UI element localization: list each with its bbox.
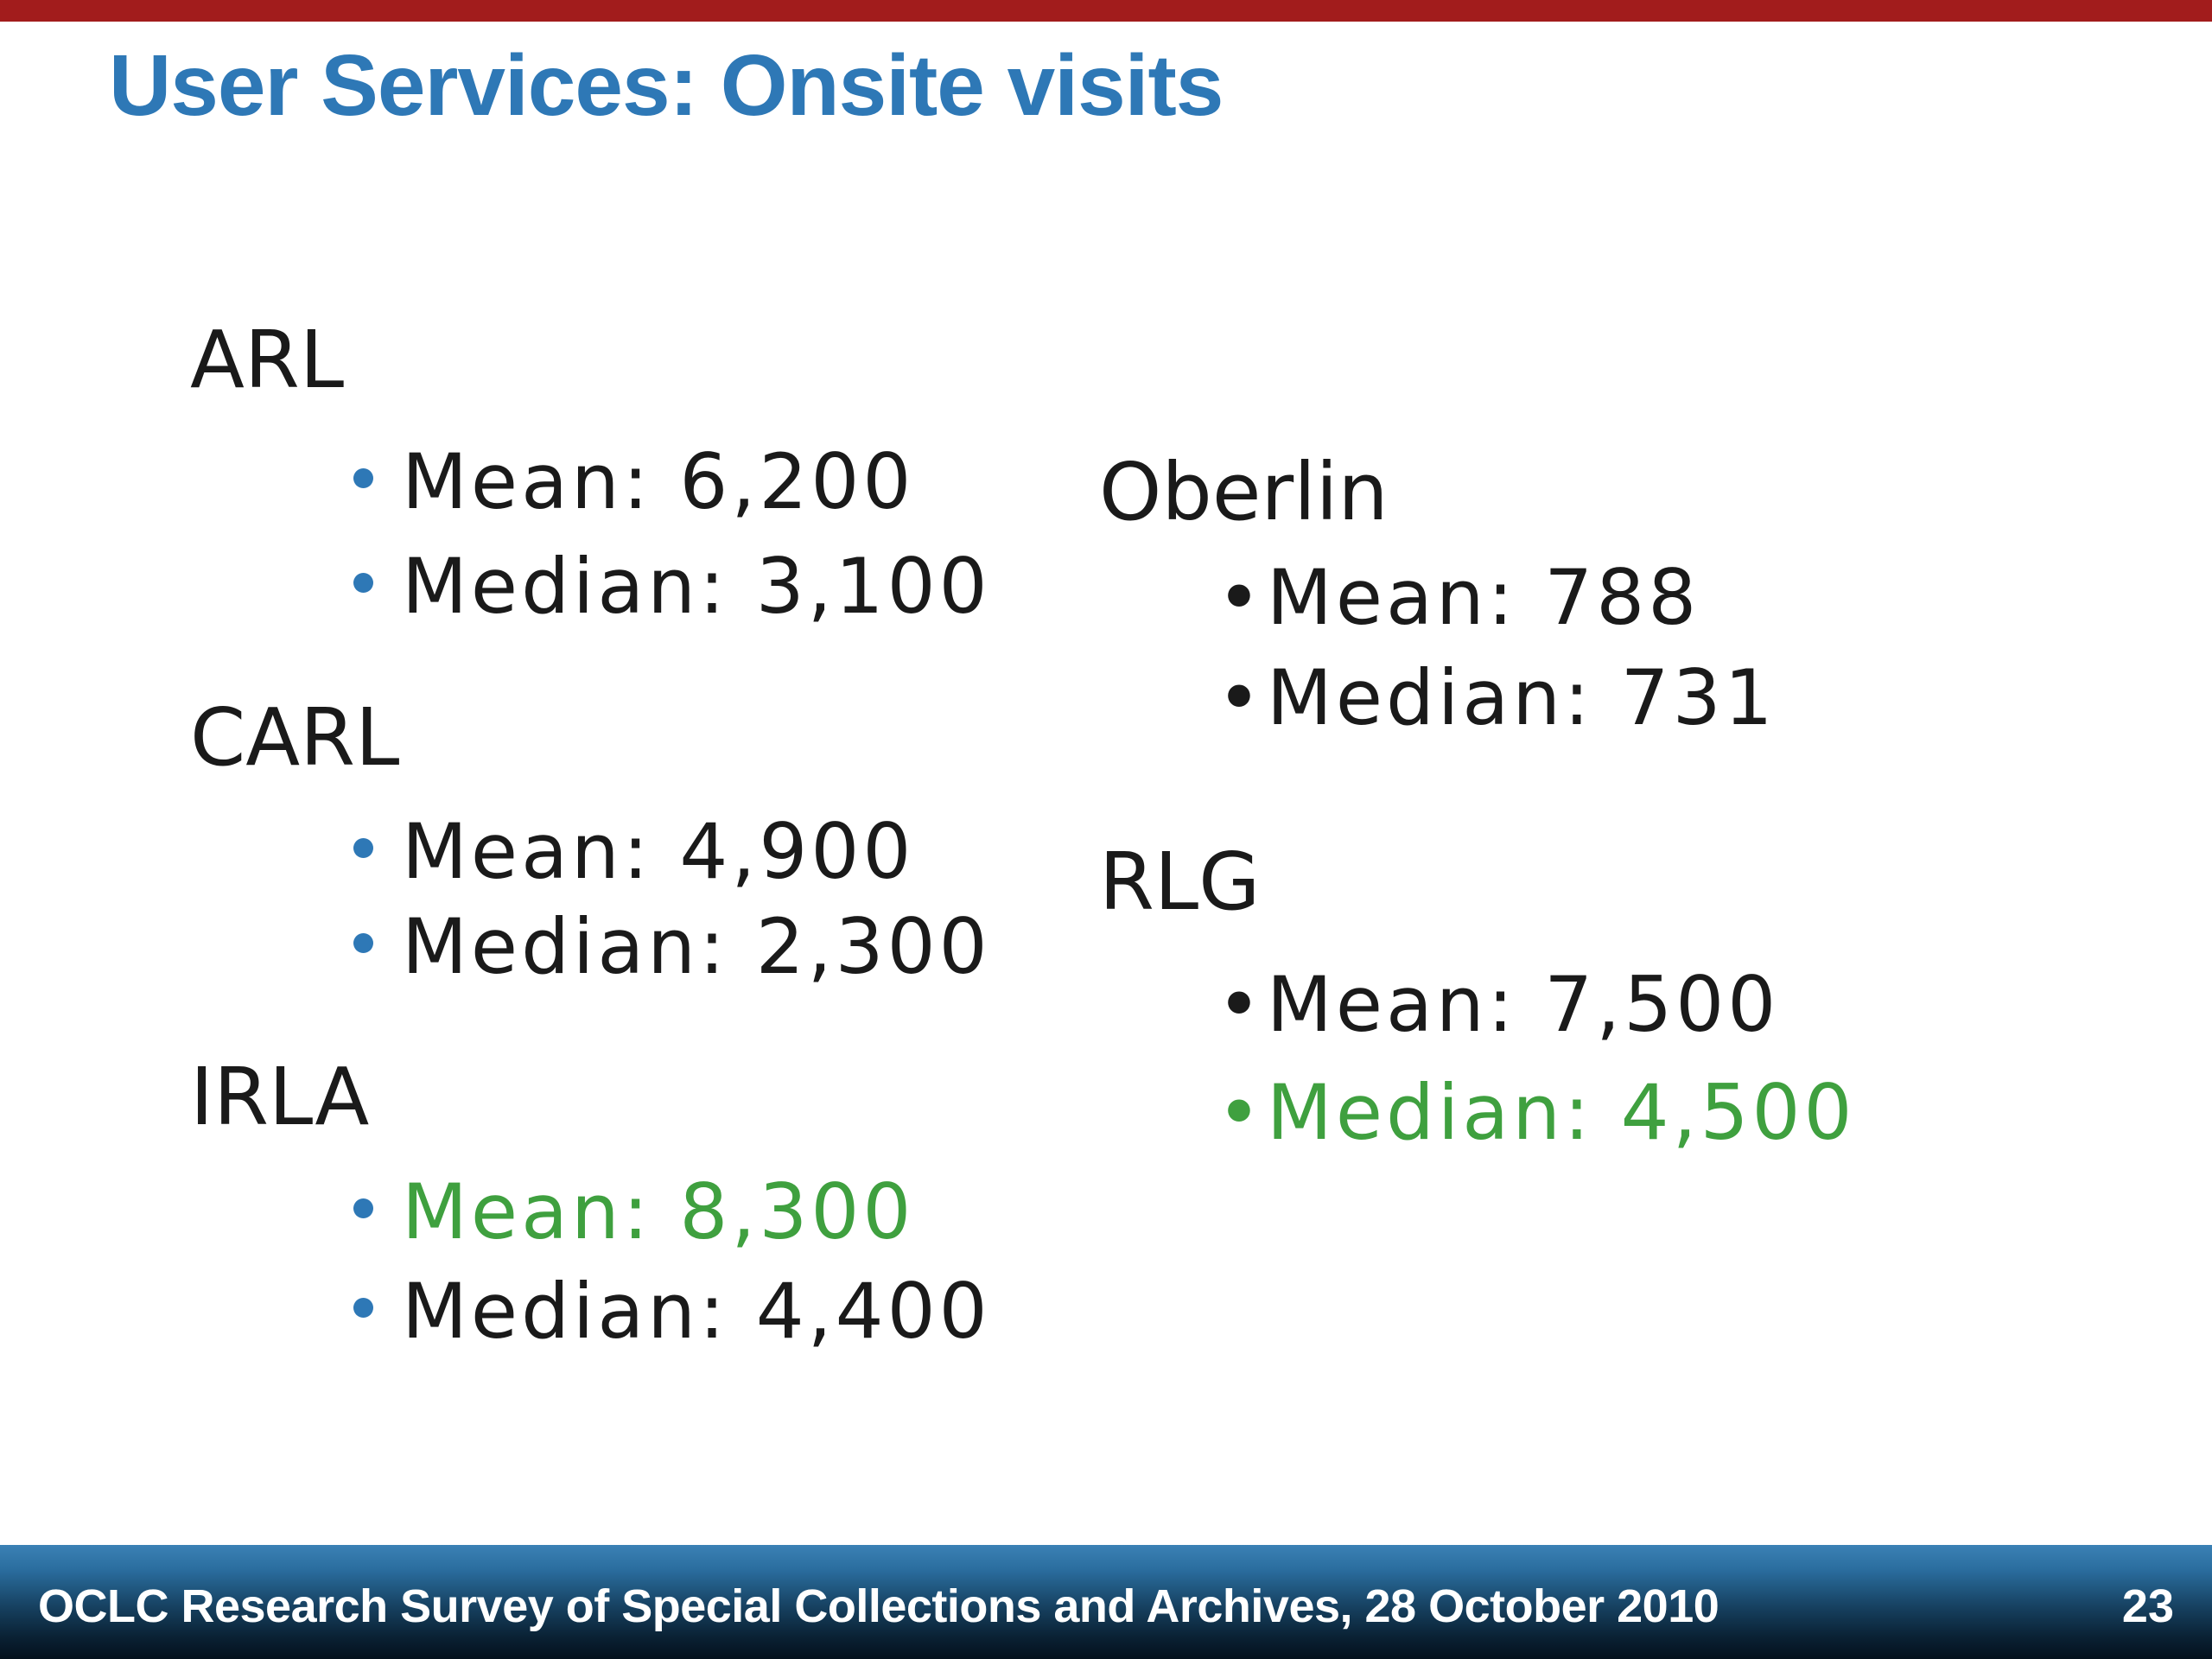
stat-line-oberlin-mean: •Mean: 788: [1217, 556, 1700, 640]
stat-text: Mean: 7,500: [1266, 960, 1780, 1049]
bullet-dot-icon: •: [1217, 553, 1265, 642]
bullet-dot-icon: [353, 838, 373, 858]
bullet-dot-icon: [353, 933, 373, 953]
group-heading-oberlin: Oberlin: [1099, 446, 1389, 538]
stat-line-carl-mean: Mean: 4,900: [353, 807, 915, 896]
stat-text: Median: 4,500: [1266, 1068, 1856, 1157]
stat-line-rlg-mean: •Mean: 7,500: [1217, 963, 1779, 1047]
stat-line-arl-median: Median: 3,100: [353, 542, 991, 631]
page-number: 23: [2121, 1580, 2174, 1632]
group-heading-irla: IRLA: [190, 1051, 370, 1143]
bullet-dot-icon: [353, 468, 373, 488]
group-heading-rlg: RLG: [1099, 836, 1261, 928]
stat-line-irla-median: Median: 4,400: [353, 1267, 991, 1356]
stat-text: Median: 3,100: [402, 542, 991, 631]
stat-text: Mean: 788: [1266, 553, 1700, 642]
bullet-dot-icon: [353, 1298, 373, 1318]
stat-line-carl-median: Median: 2,300: [353, 905, 991, 989]
stat-line-oberlin-median: •Median: 731: [1217, 656, 1777, 741]
top-accent-bar: [0, 0, 2212, 22]
footer-caption: OCLC Research Survey of Special Collecti…: [38, 1580, 1719, 1632]
bullet-dot-icon: [353, 1198, 373, 1218]
stat-text: Median: 2,300: [402, 902, 991, 991]
stat-text: Mean: 6,200: [402, 437, 915, 526]
stat-line-irla-mean: Mean: 8,300: [353, 1170, 914, 1255]
stat-text: Mean: 8,300: [402, 1167, 915, 1256]
stat-text: Mean: 4,900: [402, 807, 915, 896]
group-heading-carl: CARL: [190, 691, 400, 784]
bullet-dot-icon: [353, 573, 373, 593]
group-heading-arl: ARL: [190, 314, 345, 406]
bullet-dot-icon: •: [1217, 960, 1265, 1049]
footer-bar: OCLC Research Survey of Special Collecti…: [0, 1545, 2212, 1659]
page-title: User Services: Onsite visits: [109, 37, 1224, 134]
stat-text: Median: 4,400: [402, 1267, 991, 1356]
bullet-dot-icon: •: [1217, 1068, 1265, 1157]
stat-line-arl-mean: Mean: 6,200: [353, 440, 914, 524]
stat-line-rlg-median: •Median: 4,500: [1217, 1071, 1856, 1155]
stat-text: Median: 731: [1266, 653, 1777, 742]
bullet-dot-icon: •: [1217, 653, 1265, 742]
